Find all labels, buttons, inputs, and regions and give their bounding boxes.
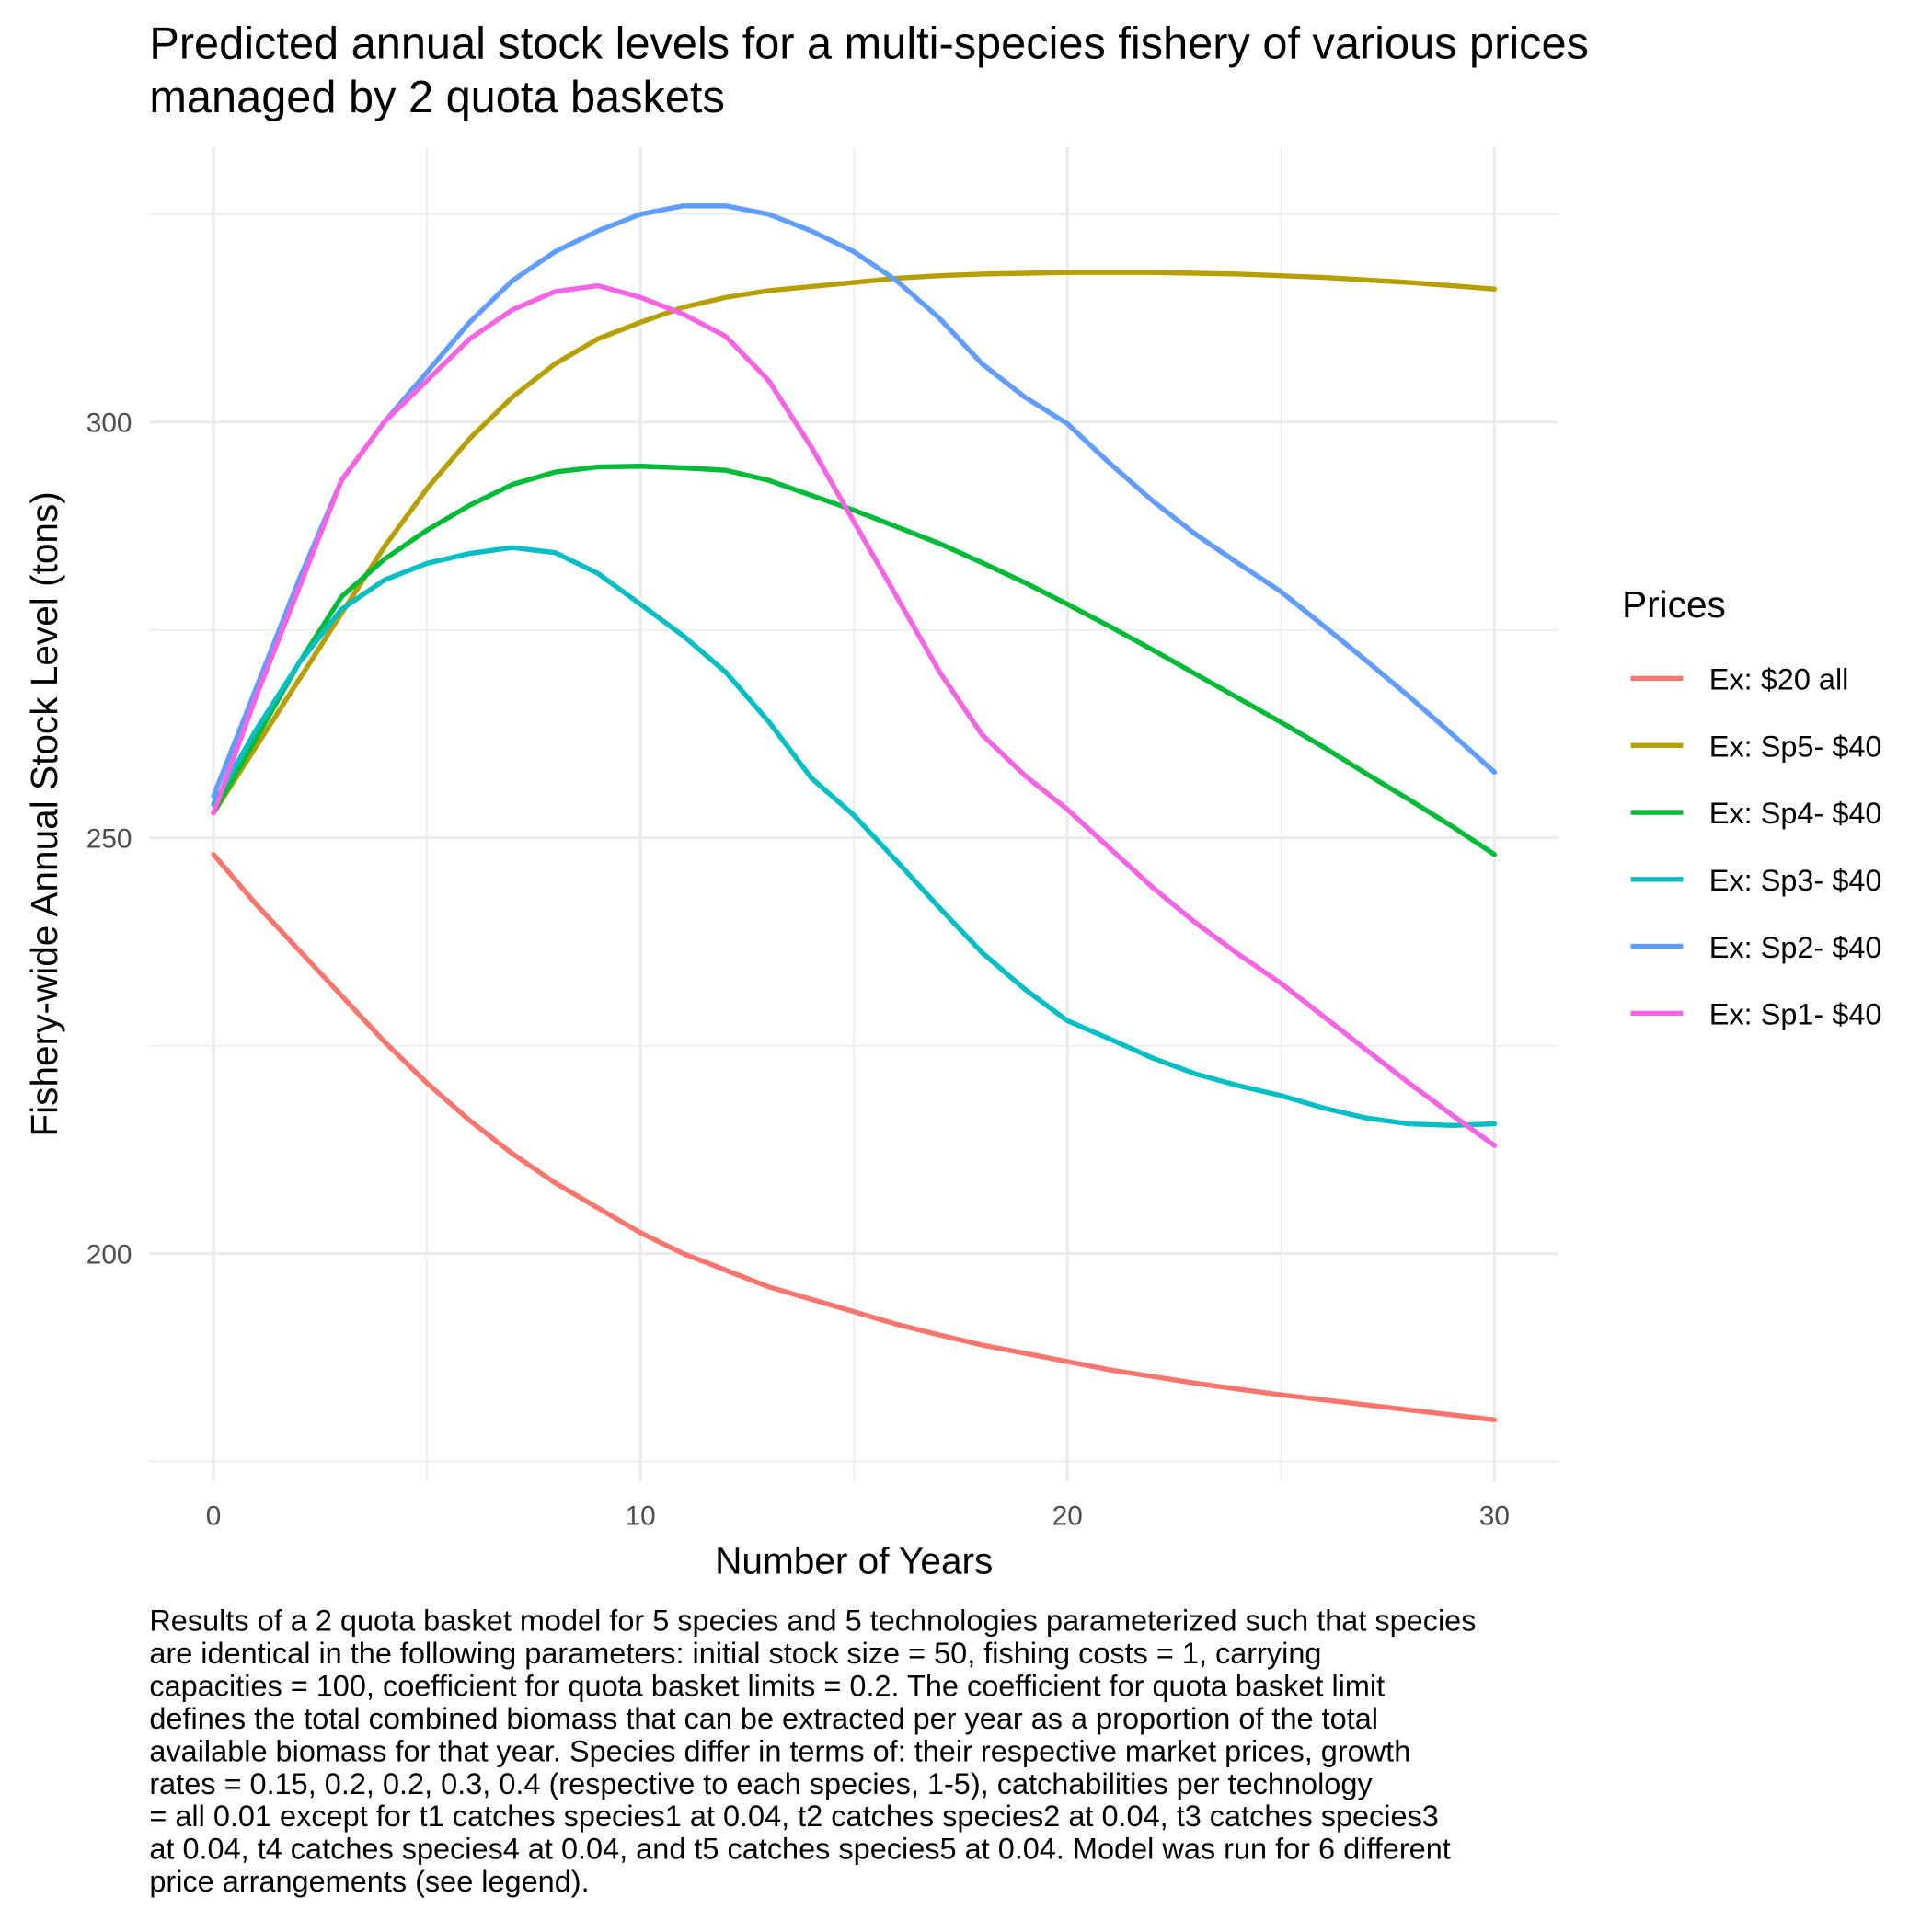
series-line bbox=[211, 545, 1498, 1129]
legend-label: Ex: Sp1- $40 bbox=[1709, 998, 1882, 1031]
legend-label: Ex: Sp2- $40 bbox=[1709, 931, 1882, 964]
y-tick-label: 200 bbox=[86, 1239, 132, 1270]
x-axis-title: Number of Years bbox=[715, 1539, 993, 1581]
caption-line: = all 0.01 except for t1 catches species… bbox=[149, 1800, 1438, 1833]
legend-label: Ex: Sp5- $40 bbox=[1709, 730, 1882, 763]
x-tick-label: 10 bbox=[626, 1501, 656, 1532]
caption-line: at 0.04, t4 catches species4 at 0.04, an… bbox=[149, 1833, 1450, 1866]
legend-label: Ex: Sp4- $40 bbox=[1709, 797, 1882, 830]
x-tick-label: 0 bbox=[206, 1501, 222, 1532]
caption-line: available biomass for that year. Species… bbox=[149, 1734, 1410, 1767]
legend-label: Ex: $20 all bbox=[1709, 663, 1849, 696]
series-line bbox=[211, 464, 1498, 857]
series-line bbox=[211, 852, 1498, 1423]
y-tick-label: 250 bbox=[86, 824, 132, 855]
series-line bbox=[211, 270, 1498, 816]
caption-line: Results of a 2 quota basket model for 5 … bbox=[149, 1604, 1476, 1638]
chart-title: managed by 2 quota baskets bbox=[149, 73, 724, 122]
caption-line: rates = 0.15, 0.2, 0.2, 0.3, 0.4 (respec… bbox=[149, 1767, 1373, 1800]
x-tick-label: 20 bbox=[1052, 1501, 1083, 1532]
x-tick-label: 30 bbox=[1479, 1501, 1510, 1532]
series-line bbox=[211, 203, 1498, 799]
caption-line: price arrangements (see legend). bbox=[149, 1865, 589, 1898]
chart-title: Predicted annual stock levels for a mult… bbox=[149, 19, 1589, 69]
y-axis-title: Fishery-wide Annual Stock Level (tons) bbox=[23, 491, 65, 1136]
series-line bbox=[211, 282, 1498, 1148]
legend-label: Ex: Sp3- $40 bbox=[1709, 864, 1882, 897]
caption-line: capacities = 100, coefficient for quota … bbox=[149, 1669, 1385, 1702]
caption-line: are identical in the following parameter… bbox=[149, 1637, 1321, 1670]
legend-title: Prices bbox=[1622, 583, 1726, 626]
caption-line: defines the total combined biomass that … bbox=[149, 1702, 1378, 1735]
y-tick-label: 300 bbox=[86, 408, 132, 439]
